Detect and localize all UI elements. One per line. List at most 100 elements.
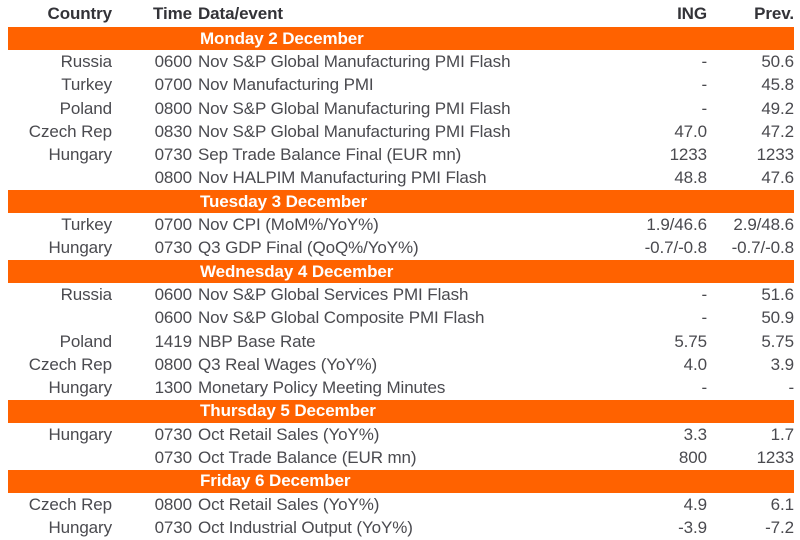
cell-time: 1419 [154, 331, 192, 351]
event-row: Hungary 1300 Monetary Policy Meeting Minut… [8, 376, 794, 399]
cell-ing: - [701, 51, 707, 71]
cell-country: Hungary [48, 145, 112, 165]
event-row: 0600 Nov S&P Global Composite PMI Flash - 5… [8, 307, 794, 330]
cell-ing: 800 [678, 447, 707, 467]
cell-ing: - [701, 378, 707, 398]
day-section-title: Tuesday 3 December [8, 190, 794, 214]
cell-ing: 47.0 [674, 121, 707, 141]
cell-ing: - [701, 98, 707, 118]
cell-prev: - [788, 378, 794, 398]
day-section-header-row: Monday 2 December [8, 27, 794, 51]
day-section-title: Monday 2 December [8, 27, 794, 51]
cell-prev: 1233 [756, 145, 794, 165]
cell-country: Hungary [48, 517, 112, 537]
cell-prev: -7.2 [765, 517, 794, 537]
cell-country [8, 167, 112, 190]
cell-prev: 5.75 [761, 331, 794, 351]
event-row: Russia 0600 Nov S&P Global Services PMI Fl… [8, 283, 794, 306]
cell-time: 0730 [154, 447, 192, 467]
day-section-header-row: Tuesday 3 December [8, 190, 794, 214]
cell-ing: - [701, 284, 707, 304]
cell-prev: 49.2 [761, 98, 794, 118]
event-row: Poland 1419 NBP Base Rate 5.75 5.75 [8, 330, 794, 353]
calendar-body: Monday 2 December Russia 0600 Nov S&P Globa… [8, 27, 794, 540]
cell-time: 0700 [154, 215, 192, 235]
cell-event: Oct Trade Balance (EUR mn) [198, 447, 417, 467]
day-section-title: Wednesday 4 December [8, 259, 794, 284]
column-header-country: Country [47, 3, 112, 23]
cell-ing: 4.0 [683, 354, 707, 374]
cell-time: 0730 [154, 424, 192, 444]
cell-prev: 47.6 [761, 168, 794, 188]
cell-country: Czech Rep [28, 121, 112, 141]
cell-event: NBP Base Rate [198, 331, 316, 351]
cell-ing: 4.9 [683, 494, 707, 514]
event-row: Poland 0800 Nov S&P Global Manufacturing P… [8, 97, 794, 120]
event-row: Czech Rep 0800 Oct Retail Sales (YoY%) 4.9 6… [8, 493, 794, 516]
cell-country [8, 307, 112, 330]
cell-prev: 1233 [756, 447, 794, 467]
cell-event: Oct Retail Sales (YoY%) [198, 424, 380, 444]
cell-prev: -0.7/-0.8 [731, 238, 794, 258]
cell-event: Sep Trade Balance Final (EUR mn) [198, 145, 462, 165]
cell-ing: 1233 [669, 145, 707, 165]
cell-time: 0800 [154, 494, 192, 514]
cell-time: 0730 [154, 517, 192, 537]
cell-event: Nov Manufacturing PMI [198, 75, 374, 95]
cell-event: Oct Retail Sales (YoY%) [198, 494, 380, 514]
cell-ing: - [701, 75, 707, 95]
cell-time: 0830 [154, 121, 192, 141]
cell-ing: 5.75 [674, 331, 707, 351]
event-row: Turkey 0700 Nov Manufacturing PMI - 45.8 [8, 74, 794, 97]
cell-event: Nov S&P Global Manufacturing PMI Flash [198, 98, 511, 118]
cell-event: Nov S&P Global Manufacturing PMI Flash [198, 51, 511, 71]
day-section-title: Thursday 5 December [8, 399, 794, 424]
cell-ing: -0.7/-0.8 [644, 238, 707, 258]
cell-event: Nov HALPIM Manufacturing PMI Flash [198, 168, 487, 188]
event-row: Czech Rep 0800 Q3 Real Wages (YoY%) 4.0 3.9 [8, 353, 794, 376]
column-header-row: Country Time Data/event ING Prev. [8, 0, 794, 27]
event-row: Hungary 0730 Oct Retail Sales (YoY%) 3.3 1.7 [8, 423, 794, 446]
event-row: Turkey 0700 Nov CPI (MoM%/YoY%) 1.9/46.6 2.9… [8, 213, 794, 236]
event-row: Hungary 0730 Oct Industrial Output (YoY%) -… [8, 516, 794, 539]
cell-ing: 3.3 [683, 424, 707, 444]
cell-time: 0800 [154, 354, 192, 374]
cell-event: Q3 GDP Final (QoQ%/YoY%) [198, 238, 419, 258]
cell-prev: 45.8 [761, 75, 794, 95]
day-section-header-row: Friday 6 December [8, 469, 794, 493]
cell-time: 0730 [154, 145, 192, 165]
cell-event: Nov S&P Global Composite PMI Flash [198, 308, 485, 328]
cell-country: Russia [60, 51, 112, 71]
cell-time: 0800 [154, 98, 192, 118]
event-row: 0730 Oct Trade Balance (EUR mn) 800 1233 [8, 446, 794, 469]
cell-prev: 3.9 [770, 354, 794, 374]
event-row: Czech Rep 0830 Nov S&P Global Manufacturin… [8, 120, 794, 143]
cell-prev: 51.6 [761, 284, 794, 304]
column-header-time: Time [153, 3, 192, 23]
cell-country: Turkey [61, 215, 112, 235]
cell-time: 0700 [154, 75, 192, 95]
cell-event: Oct Industrial Output (YoY%) [198, 517, 413, 537]
cell-ing: -3.9 [678, 517, 707, 537]
cell-time: 0730 [154, 238, 192, 258]
cell-prev: 50.6 [761, 51, 794, 71]
cell-country [8, 446, 112, 469]
cell-country: Hungary [48, 378, 112, 398]
cell-prev: 1.7 [770, 424, 794, 444]
cell-country: Poland [59, 98, 112, 118]
cell-country: Hungary [48, 424, 112, 444]
cell-event: Nov CPI (MoM%/YoY%) [198, 215, 379, 235]
cell-prev: 47.2 [761, 121, 794, 141]
cell-ing: 1.9/46.6 [646, 215, 707, 235]
cell-ing: 48.8 [674, 168, 707, 188]
cell-event: Monetary Policy Meeting Minutes [198, 378, 446, 398]
cell-prev: 50.9 [761, 308, 794, 328]
cell-country: Russia [60, 284, 112, 304]
column-header-ing: ING [677, 3, 707, 23]
day-section-header-row: Wednesday 4 December [8, 259, 794, 284]
cell-time: 0800 [154, 168, 192, 188]
cell-country: Hungary [48, 238, 112, 258]
day-section-header-row: Thursday 5 December [8, 399, 794, 424]
cell-event: Q3 Real Wages (YoY%) [198, 354, 378, 374]
cell-prev: 2.9/48.6 [733, 215, 794, 235]
